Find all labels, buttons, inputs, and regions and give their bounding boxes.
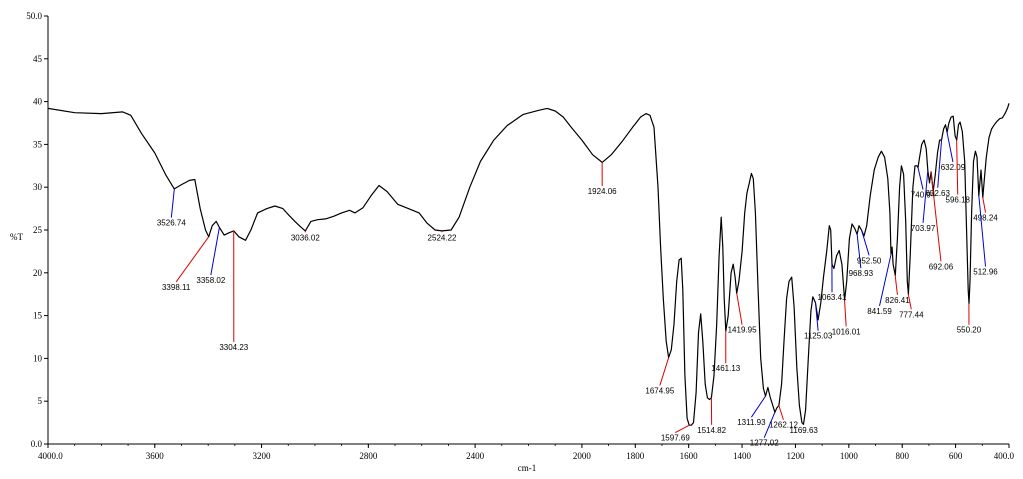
peak-label: 3526.74 (157, 219, 186, 228)
peak-label: 632.09 (941, 163, 966, 172)
y-tick-label: 15 (33, 311, 43, 321)
peak-label: 1597.69 (661, 434, 690, 443)
peak-label: 1311.93 (737, 418, 766, 427)
peak-leader-line (879, 253, 892, 306)
peak-label: 703.97 (911, 224, 936, 233)
x-tick-label: 1400 (733, 451, 752, 461)
peak-label: 1514.82 (697, 426, 726, 435)
peak-leader-line (978, 195, 987, 267)
peak-annotations: 3526.74 3398.11 3358.02 3304.23 3036.02 2524.… (157, 132, 998, 448)
peak-label: 1063.41 (818, 293, 847, 302)
y-tick-label: 30 (33, 182, 43, 192)
peak-leader-line (937, 140, 943, 188)
y-tick-label: 40 (33, 97, 43, 107)
peak-label: 777.44 (899, 310, 924, 319)
x-tick-label: 1000 (840, 451, 859, 461)
peak-leader-line (930, 171, 942, 262)
axes: 0.0 5 10 15 20 25 30 35 40 45 50.0 4000.0 3600 3200 28… (26, 11, 1014, 461)
y-tick-label: 35 (33, 139, 43, 149)
y-tick-label: 45 (33, 54, 43, 64)
peak-label: 1461.13 (711, 364, 740, 373)
x-tick-label: 800 (895, 451, 909, 461)
x-tick-label: 3200 (253, 451, 272, 461)
peak-label: 3398.11 (162, 283, 191, 292)
peak-leader-line (778, 405, 784, 420)
x-tick-label: 600 (949, 451, 963, 461)
peak-label: 1674.95 (645, 386, 674, 395)
peak-leader-line (946, 132, 954, 163)
peak-leader-line (844, 300, 847, 327)
peak-label: 1262.12 (769, 421, 798, 430)
peak-leader-line (750, 395, 766, 418)
peak-label: 1419.95 (728, 326, 757, 335)
peak-label: 1277.02 (750, 439, 779, 448)
peak-leader-line (907, 294, 912, 310)
peak-label: 3036.02 (291, 233, 320, 242)
peak-leader-line (175, 236, 210, 283)
x-tick-label: 400.0 (994, 451, 1015, 461)
y-tick-label: 20 (33, 268, 43, 278)
x-axis-title: cm-1 (518, 463, 537, 473)
y-tick-label: 10 (33, 353, 43, 363)
peak-leader-line (659, 357, 670, 386)
x-tick-label: 2000 (573, 451, 592, 461)
y-tick-label: 50.0 (26, 11, 42, 21)
peak-leader-line (982, 197, 987, 213)
peak-label: 596.18 (946, 196, 971, 205)
peak-label: 1169.63 (790, 426, 819, 435)
peak-label: 2524.22 (428, 233, 457, 242)
peak-leader-line (856, 234, 862, 269)
x-tick-label: 3600 (146, 451, 165, 461)
peak-label: 3304.23 (219, 343, 248, 352)
peak-label: 826.41 (885, 296, 910, 305)
y-axis-title: %T (10, 232, 23, 242)
x-tick-label: 1200 (786, 451, 805, 461)
x-tick-label: 4000.0 (38, 451, 63, 461)
peak-label: 740.94 (911, 190, 936, 199)
peak-label: 652.63 (925, 189, 950, 198)
peak-label: 1924.06 (588, 187, 617, 196)
x-tick-label: 2400 (466, 451, 485, 461)
x-tick-label: 1600 (680, 451, 699, 461)
peak-label: 692.06 (929, 262, 954, 271)
peak-leader-line (210, 227, 220, 276)
peak-leader-line (170, 188, 175, 218)
peak-label: 968.93 (849, 269, 874, 278)
peak-leader-line (956, 140, 959, 195)
peak-label: 3358.02 (196, 276, 225, 285)
peak-label: 952.50 (857, 256, 882, 265)
y-tick-label: 0.0 (31, 439, 43, 449)
peak-label: 841.59 (867, 307, 892, 316)
peak-label: 498.24 (973, 214, 998, 223)
peak-leader-line (894, 275, 898, 295)
peak-label: 512.96 (973, 268, 998, 277)
x-tick-label: 2800 (359, 451, 378, 461)
y-tick-label: 25 (33, 225, 43, 235)
peak-label: 550.20 (957, 326, 982, 335)
y-tick-label: 5 (38, 396, 43, 406)
peak-leader-line (736, 293, 743, 325)
peak-label: 1016.01 (832, 327, 861, 336)
peak-leader-line (922, 170, 929, 223)
peak-leader-line (917, 167, 924, 190)
peak-leader-line (814, 302, 819, 331)
peak-leader-line (675, 424, 690, 434)
peak-leader-line (763, 412, 776, 438)
x-tick-label: 1800 (626, 451, 645, 461)
peak-leader-line (861, 229, 870, 256)
peak-label: 1125.03 (804, 332, 833, 341)
